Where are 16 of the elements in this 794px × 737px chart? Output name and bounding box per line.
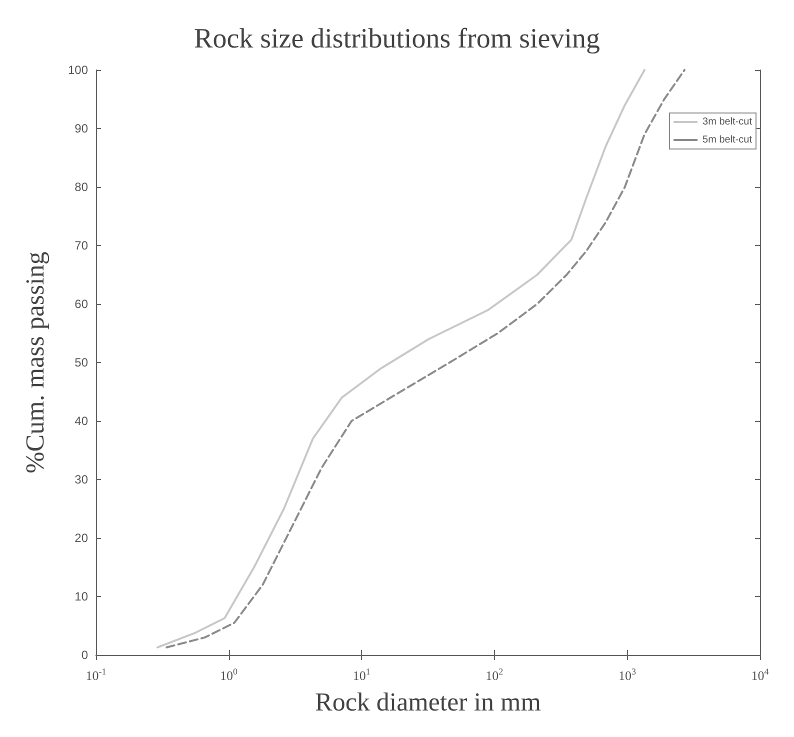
y-tick-label: 20 (74, 531, 88, 545)
chart-title: Rock size distributions from sieving (194, 24, 600, 54)
x-axis-title: Rock diameter in mm (314, 688, 542, 716)
y-tick-label: 80 (74, 180, 88, 194)
y-tick-label: 30 (74, 472, 88, 486)
y-tick-label: 10 (74, 590, 88, 604)
y-tick-label: 60 (74, 297, 88, 311)
y-tick-label: 70 (74, 238, 88, 252)
y-tick-label: 40 (74, 414, 88, 428)
legend-label: 3m belt-cut (702, 116, 752, 128)
y-tick-label: 0 (81, 648, 88, 662)
y-axis-title: %Cum. mass passing (20, 252, 50, 474)
y-tick-label: 100 (68, 63, 88, 77)
legend-label: 5m belt-cut (702, 134, 752, 146)
y-tick-label: 90 (74, 122, 88, 136)
y-tick-label: 50 (74, 356, 88, 370)
